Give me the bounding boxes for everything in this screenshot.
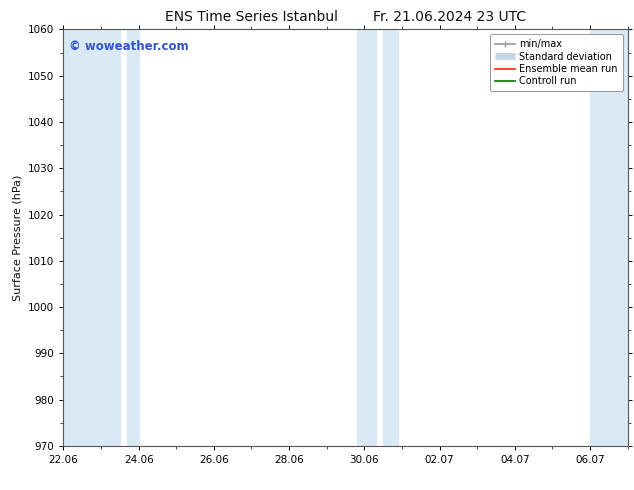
Text: © woweather.com: © woweather.com xyxy=(69,40,189,53)
Bar xyxy=(383,29,398,446)
Bar xyxy=(590,29,628,446)
Y-axis label: Surface Pressure (hPa): Surface Pressure (hPa) xyxy=(13,174,23,301)
Bar xyxy=(127,29,139,446)
Title: ENS Time Series Istanbul        Fr. 21.06.2024 23 UTC: ENS Time Series Istanbul Fr. 21.06.2024 … xyxy=(165,10,526,24)
Bar xyxy=(63,29,120,446)
Bar xyxy=(357,29,375,446)
Legend: min/max, Standard deviation, Ensemble mean run, Controll run: min/max, Standard deviation, Ensemble me… xyxy=(490,34,623,91)
